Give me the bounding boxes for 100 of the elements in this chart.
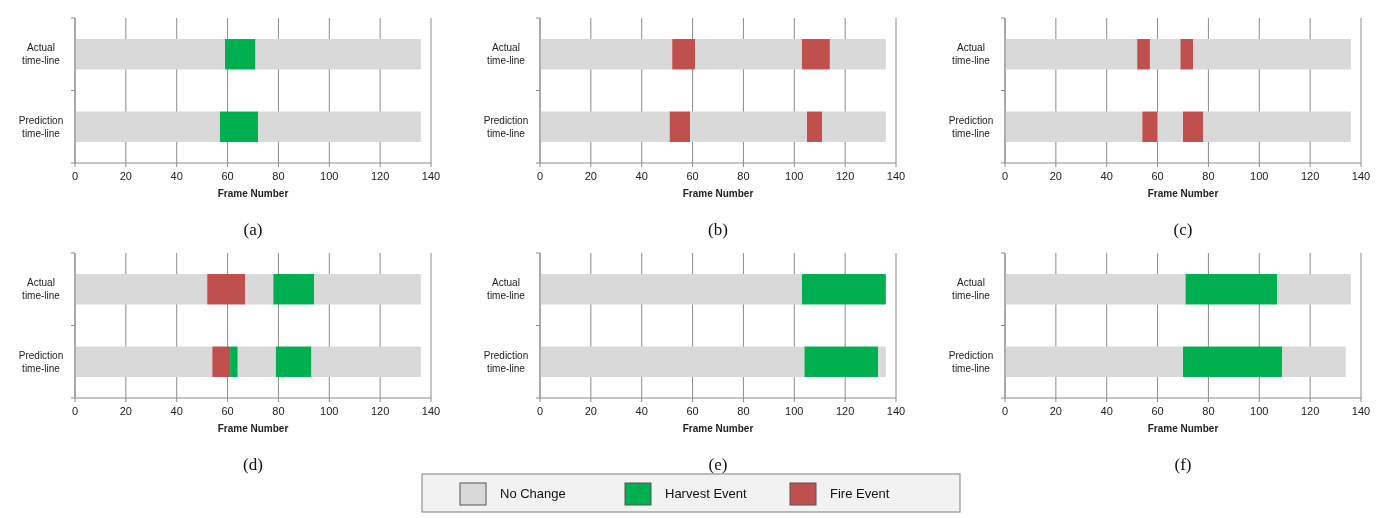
x-tick-label: 20 xyxy=(1049,405,1062,417)
x-tick-label: 60 xyxy=(221,405,234,417)
text: (e) xyxy=(708,455,728,474)
x-tick-label: 20 xyxy=(119,170,132,182)
x-tick-label: 100 xyxy=(785,405,804,417)
bar xyxy=(1137,39,1150,70)
bar xyxy=(1203,111,1351,142)
bar xyxy=(1180,39,1194,70)
bar xyxy=(1282,346,1346,377)
bar xyxy=(311,346,421,377)
x-tick-label: 140 xyxy=(886,170,906,182)
x-tick-label: 120 xyxy=(835,170,855,182)
x-tick-label: 80 xyxy=(272,405,285,417)
bar xyxy=(212,346,231,377)
x-tick-label: 20 xyxy=(584,170,597,182)
x-axis-title: Frame Number xyxy=(1147,423,1219,434)
bar xyxy=(75,274,208,305)
x-tick-label: 120 xyxy=(370,405,390,417)
bar xyxy=(225,39,256,70)
y-tick-label: Actual time-line xyxy=(487,277,526,302)
x-axis-title: Frame Number xyxy=(217,188,289,199)
y-tick-label: Actual time-line xyxy=(22,42,61,67)
x-tick-label: 40 xyxy=(1100,170,1113,182)
bar xyxy=(1193,39,1351,70)
bar xyxy=(540,274,802,305)
bar xyxy=(669,111,691,142)
bar xyxy=(245,274,274,305)
x-tick-label: 120 xyxy=(370,170,390,182)
bar xyxy=(275,346,312,377)
x-tick-label: 60 xyxy=(686,170,699,182)
bar xyxy=(540,111,670,142)
bar xyxy=(878,346,886,377)
bar xyxy=(695,39,802,70)
bar xyxy=(672,39,696,70)
x-tick-label: 60 xyxy=(221,170,234,182)
x-tick-label: 140 xyxy=(421,405,441,417)
bar xyxy=(1149,39,1181,70)
text: (a) xyxy=(243,220,263,239)
y-tick-label: Prediction time-line xyxy=(18,349,64,374)
x-tick-label: 100 xyxy=(320,405,339,417)
bar xyxy=(801,39,830,70)
legend-label: Fire Event xyxy=(830,486,890,501)
bar xyxy=(1277,274,1351,305)
bar xyxy=(540,39,673,70)
x-tick-label: 40 xyxy=(170,405,183,417)
x-tick-label: 60 xyxy=(1151,170,1164,182)
x-tick-label: 120 xyxy=(1300,405,1320,417)
x-tick-label: 0 xyxy=(1001,405,1009,417)
bar xyxy=(255,39,421,70)
x-tick-label: 0 xyxy=(536,170,544,182)
bar xyxy=(1005,111,1143,142)
bar xyxy=(237,346,276,377)
x-tick-label: 120 xyxy=(835,405,855,417)
bar xyxy=(75,39,226,70)
bar xyxy=(1157,111,1183,142)
y-tick-label: Prediction time-line xyxy=(18,114,64,139)
x-tick-label: 40 xyxy=(1100,405,1113,417)
bar xyxy=(1183,346,1283,377)
bar xyxy=(219,111,259,142)
x-tick-label: 80 xyxy=(1202,170,1215,182)
x-axis-title: Frame Number xyxy=(217,423,289,434)
y-tick-label: Actual time-line xyxy=(952,277,991,302)
x-tick-label: 60 xyxy=(1151,405,1164,417)
x-tick-label: 80 xyxy=(737,170,750,182)
x-tick-label: 80 xyxy=(737,405,750,417)
x-tick-label: 60 xyxy=(686,405,699,417)
x-tick-label: 40 xyxy=(635,405,648,417)
y-tick-label: Prediction time-line xyxy=(948,114,994,139)
bar xyxy=(258,111,421,142)
x-tick-label: 40 xyxy=(170,170,183,182)
bar xyxy=(801,274,886,305)
x-tick-label: 20 xyxy=(119,405,132,417)
y-tick-label: Prediction time-line xyxy=(948,349,994,374)
x-axis-title: Frame Number xyxy=(1147,188,1219,199)
bar xyxy=(1005,39,1138,70)
bar xyxy=(207,274,246,305)
x-tick-label: 20 xyxy=(584,405,597,417)
x-tick-label: 80 xyxy=(1202,405,1215,417)
y-tick-label: Actual time-line xyxy=(22,277,61,302)
x-tick-label: 100 xyxy=(785,170,804,182)
x-tick-label: 0 xyxy=(71,170,79,182)
bar xyxy=(822,111,886,142)
bar xyxy=(314,274,421,305)
bar xyxy=(273,274,315,305)
text: (b) xyxy=(708,220,728,239)
bar xyxy=(1183,111,1204,142)
x-axis-title: Frame Number xyxy=(682,423,754,434)
bar xyxy=(1185,274,1278,305)
x-tick-label: 140 xyxy=(1351,170,1371,182)
bar xyxy=(1005,274,1186,305)
x-tick-label: 0 xyxy=(71,405,79,417)
x-tick-label: 40 xyxy=(635,170,648,182)
x-tick-label: 100 xyxy=(1250,170,1269,182)
y-tick-label: Actual time-line xyxy=(487,42,526,67)
x-tick-label: 100 xyxy=(1250,405,1269,417)
legend-label: Harvest Event xyxy=(665,486,748,501)
bar xyxy=(690,111,807,142)
x-tick-label: 140 xyxy=(421,170,441,182)
x-tick-label: 120 xyxy=(1300,170,1320,182)
bar xyxy=(807,111,823,142)
